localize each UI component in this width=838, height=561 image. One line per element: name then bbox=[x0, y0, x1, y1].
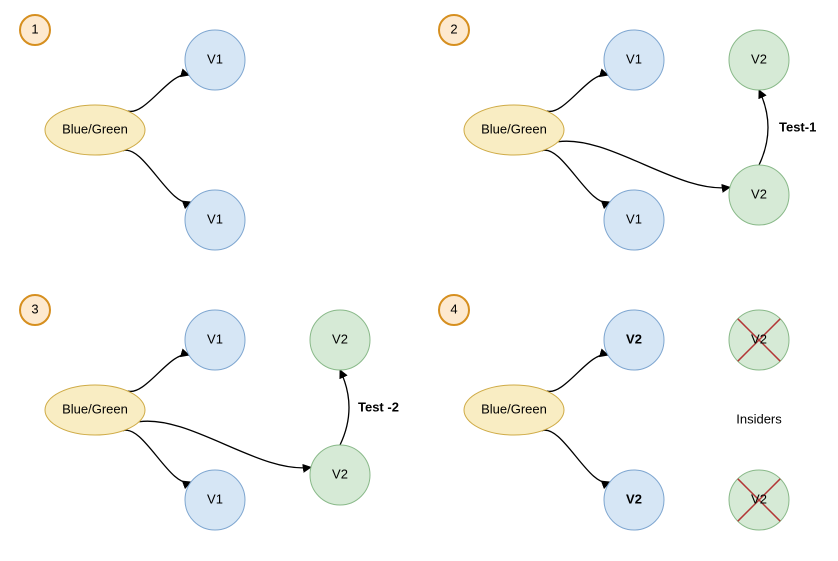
edge bbox=[128, 75, 190, 112]
edge bbox=[542, 150, 610, 202]
version-label: V1 bbox=[207, 51, 223, 66]
annotation-label: Insiders bbox=[736, 411, 782, 426]
version-label: V1 bbox=[626, 211, 642, 226]
version-label: V2 bbox=[751, 331, 767, 346]
panel-2: 2 Blue/Green V1 V1 V2 V2 Test-1 bbox=[439, 15, 816, 250]
version-label: V1 bbox=[207, 491, 223, 506]
version-label: V2 bbox=[626, 491, 642, 506]
edge bbox=[547, 355, 609, 392]
panel-4: 4 Blue/Green V2 V2 V2 V2 Insiders bbox=[439, 295, 789, 530]
edge bbox=[139, 421, 311, 468]
edge bbox=[547, 75, 609, 112]
version-label: V2 bbox=[751, 186, 767, 201]
edge bbox=[128, 355, 190, 392]
edge bbox=[123, 150, 191, 202]
step-label: 3 bbox=[31, 301, 38, 316]
annotation-label: Test -2 bbox=[358, 399, 399, 414]
source-label: Blue/Green bbox=[481, 401, 547, 416]
blue-green-diagram: 1 Blue/Green V1 V1 2 Blue/Green V1 V1 V2 V2 Test-1… bbox=[0, 0, 838, 561]
edge bbox=[340, 370, 349, 445]
edge bbox=[558, 141, 730, 188]
annotation-label: Test-1 bbox=[779, 119, 816, 134]
source-label: Blue/Green bbox=[481, 121, 547, 136]
version-label: V2 bbox=[332, 331, 348, 346]
panel-3: 3 Blue/Green V1 V1 V2 V2 Test -2 bbox=[20, 295, 399, 530]
version-label: V2 bbox=[626, 331, 642, 346]
edge bbox=[542, 430, 610, 482]
version-label: V2 bbox=[751, 51, 767, 66]
version-label: V1 bbox=[207, 211, 223, 226]
version-label: V1 bbox=[626, 51, 642, 66]
version-label: V2 bbox=[751, 491, 767, 506]
source-label: Blue/Green bbox=[62, 401, 128, 416]
edge bbox=[123, 430, 191, 482]
step-label: 1 bbox=[31, 21, 38, 36]
step-label: 4 bbox=[450, 301, 457, 316]
version-label: V1 bbox=[207, 331, 223, 346]
step-label: 2 bbox=[450, 21, 457, 36]
panel-1: 1 Blue/Green V1 V1 bbox=[20, 15, 245, 250]
edge bbox=[759, 90, 768, 165]
source-label: Blue/Green bbox=[62, 121, 128, 136]
version-label: V2 bbox=[332, 466, 348, 481]
